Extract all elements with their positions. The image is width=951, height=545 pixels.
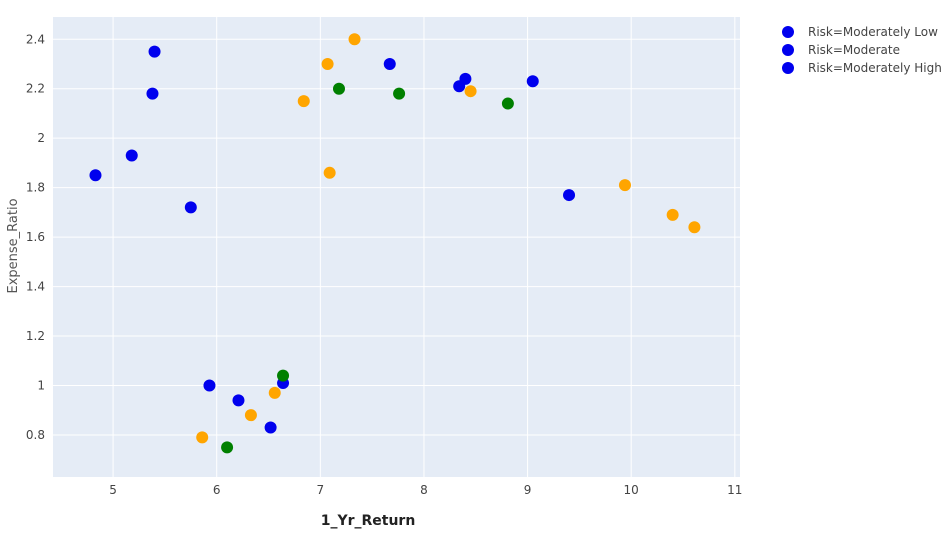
plot-background bbox=[53, 17, 740, 477]
data-point[interactable] bbox=[618, 179, 631, 192]
data-point[interactable] bbox=[125, 149, 138, 162]
x-tick-label: 5 bbox=[109, 483, 117, 497]
data-point[interactable] bbox=[89, 169, 102, 182]
data-point[interactable] bbox=[196, 431, 209, 444]
legend-marker[interactable] bbox=[782, 44, 794, 56]
legend-marker[interactable] bbox=[782, 62, 794, 74]
data-point[interactable] bbox=[348, 33, 361, 46]
data-point[interactable] bbox=[277, 369, 290, 382]
data-point[interactable] bbox=[459, 72, 472, 85]
x-axis-title: 1_Yr_Return bbox=[321, 513, 416, 529]
y-axis-ticks: 0.8 1 1.2 1.4 1.6 1.8 2 2.2 2.4 bbox=[26, 32, 45, 442]
x-tick-label: 9 bbox=[524, 483, 532, 497]
data-point[interactable] bbox=[232, 394, 245, 407]
data-point[interactable] bbox=[464, 85, 477, 98]
data-point[interactable] bbox=[688, 221, 701, 234]
data-point[interactable] bbox=[383, 57, 396, 70]
data-point[interactable] bbox=[666, 208, 679, 221]
data-point[interactable] bbox=[221, 441, 234, 454]
x-tick-label: 8 bbox=[420, 483, 428, 497]
data-point[interactable] bbox=[563, 189, 576, 202]
y-axis-title: Expense_Ratio bbox=[6, 198, 21, 293]
data-points bbox=[89, 33, 701, 454]
legend-marker[interactable] bbox=[782, 26, 794, 38]
data-point[interactable] bbox=[321, 57, 334, 70]
legend-label[interactable]: Risk=Moderately Low bbox=[808, 25, 938, 39]
legend: Risk=Moderately Low Risk=Moderate Risk=Mod… bbox=[782, 25, 942, 75]
x-tick-label: 11 bbox=[727, 483, 742, 497]
y-tick-label: 1.2 bbox=[26, 329, 45, 343]
y-tick-label: 1.8 bbox=[26, 181, 45, 195]
data-point[interactable] bbox=[323, 166, 336, 179]
data-point[interactable] bbox=[264, 421, 277, 434]
y-tick-label: 2.2 bbox=[26, 82, 45, 96]
data-point[interactable] bbox=[526, 75, 539, 88]
data-point[interactable] bbox=[184, 201, 197, 214]
legend-label[interactable]: Risk=Moderate bbox=[808, 43, 900, 57]
data-point[interactable] bbox=[297, 95, 310, 108]
x-tick-label: 6 bbox=[213, 483, 221, 497]
y-tick-label: 2 bbox=[37, 131, 45, 145]
y-tick-label: 1 bbox=[37, 378, 45, 392]
data-point[interactable] bbox=[501, 97, 514, 110]
legend-label[interactable]: Risk=Moderately High bbox=[808, 61, 942, 75]
data-point[interactable] bbox=[148, 45, 161, 58]
y-tick-label: 0.8 bbox=[26, 428, 45, 442]
y-tick-label: 1.4 bbox=[26, 280, 45, 294]
data-point[interactable] bbox=[203, 379, 216, 392]
data-point[interactable] bbox=[146, 87, 159, 100]
data-point[interactable] bbox=[393, 87, 406, 100]
y-tick-label: 1.6 bbox=[26, 230, 45, 244]
y-tick-label: 2.4 bbox=[26, 32, 45, 46]
x-tick-label: 7 bbox=[317, 483, 325, 497]
x-tick-label: 10 bbox=[624, 483, 639, 497]
x-axis-ticks: 5 6 7 8 9 10 11 bbox=[109, 483, 742, 497]
data-point[interactable] bbox=[244, 409, 257, 422]
data-point[interactable] bbox=[332, 82, 345, 95]
data-point[interactable] bbox=[268, 386, 281, 399]
